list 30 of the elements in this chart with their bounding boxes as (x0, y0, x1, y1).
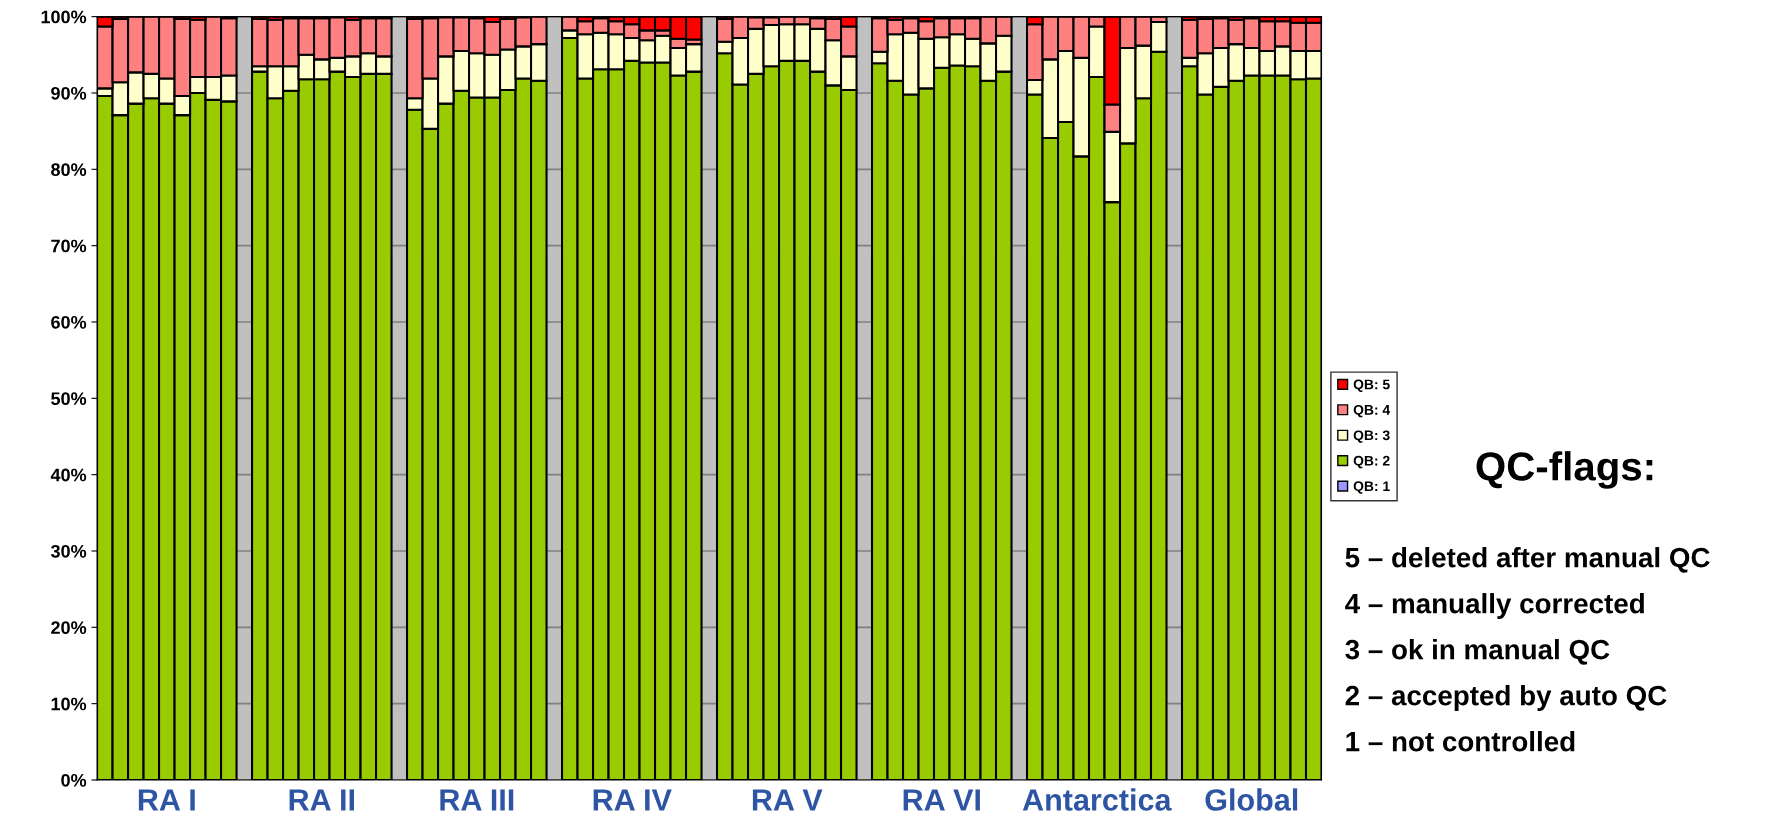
text: 4 – manually corrected (1345, 593, 1644, 619)
y-tick-label: 50% (51, 392, 87, 406)
x-tick-label: Antarctica (1022, 788, 1172, 811)
legend-label: QB: 3 (1353, 430, 1390, 443)
legend-label: QB: 2 (1353, 455, 1390, 469)
y-tick-label: 60% (51, 315, 87, 329)
x-tick-label: RA III (440, 789, 514, 811)
legend-label: QB: 4 (1353, 404, 1391, 418)
x-tick-label: RA I (138, 789, 195, 811)
legend-label: QB: 1 (1353, 481, 1390, 494)
x-tick-label: RA IV (593, 789, 672, 811)
y-tick-label: 40% (50, 468, 87, 482)
text: 5 – deleted after manual QC (1345, 547, 1710, 573)
text: 2 – accepted by auto QC (1345, 685, 1667, 711)
text: 1 – not controlled (1346, 731, 1575, 752)
x-tick-label: RA II (289, 789, 354, 811)
x-tick-label: Global (1205, 788, 1298, 811)
legend-label: QB: 5 (1353, 379, 1390, 392)
x-tick-label: RA VI (903, 789, 980, 811)
y-tick-label: 80% (51, 163, 87, 177)
y-tick-label: 100% (41, 10, 87, 24)
y-tick-label: 70% (51, 239, 87, 253)
x-tick-label: RA V (752, 789, 823, 811)
y-tick-label: 10% (51, 697, 87, 711)
text: QC-flags: (1476, 451, 1653, 489)
y-tick-label: 0% (61, 773, 87, 787)
text: 3 – ok in manual QC (1345, 639, 1610, 665)
y-tick-label: 90% (51, 86, 87, 100)
y-tick-label: 20% (51, 621, 87, 635)
y-tick-label: 30% (50, 544, 87, 558)
